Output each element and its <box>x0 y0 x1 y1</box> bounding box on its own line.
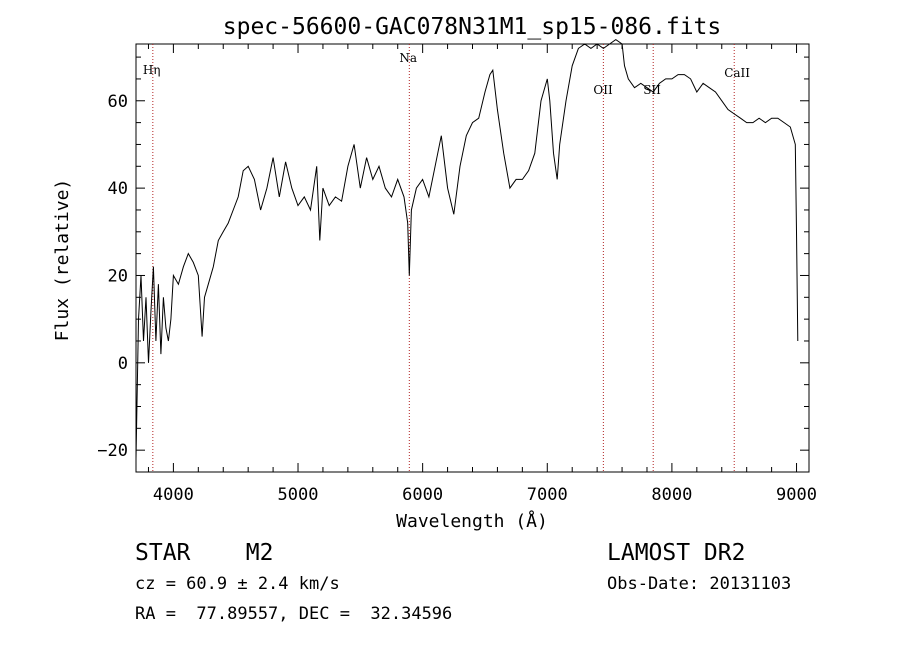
redshift-velocity: cz = 60.9 ± 2.4 km/s <box>135 574 340 594</box>
x-axis-label: Wavelength (Å) <box>396 510 548 532</box>
chart-title: spec-56600-GAC078N31M1_sp15-086.fits <box>223 14 722 40</box>
y-axis-label: Flux (relative) <box>52 179 73 342</box>
line-label: Na <box>399 51 417 65</box>
series-line <box>135 38 799 459</box>
x-tick-label: 9000 <box>776 485 817 505</box>
survey-name: LAMOST DR2 <box>607 540 746 566</box>
observation-date: Obs-Date: 20131103 <box>607 574 792 594</box>
line-label: CaII <box>724 66 750 80</box>
x-tick-label: 8000 <box>651 485 692 505</box>
y-tick-label: −20 <box>97 441 128 461</box>
line-label: Hη <box>143 63 161 77</box>
y-tick-label: 40 <box>108 179 128 199</box>
plot-frame <box>135 43 810 473</box>
y-tick-label: 20 <box>108 266 128 286</box>
y-tick-label: 0 <box>118 354 128 374</box>
x-tick-label: 5000 <box>278 485 319 505</box>
x-tick-label: 6000 <box>402 485 443 505</box>
y-tick-label: 60 <box>108 92 128 112</box>
x-tick-label: 4000 <box>153 485 194 505</box>
coordinates: RA = 77.89557, DEC = 32.34596 <box>135 604 453 624</box>
object-class: STAR M2 <box>135 540 274 566</box>
x-tick-label: 7000 <box>527 485 568 505</box>
line-label: OII <box>593 83 613 97</box>
axis-ticks: 4000 5000 6000 7000 8000 9000 −20 0 20 40 60 <box>97 44 817 505</box>
